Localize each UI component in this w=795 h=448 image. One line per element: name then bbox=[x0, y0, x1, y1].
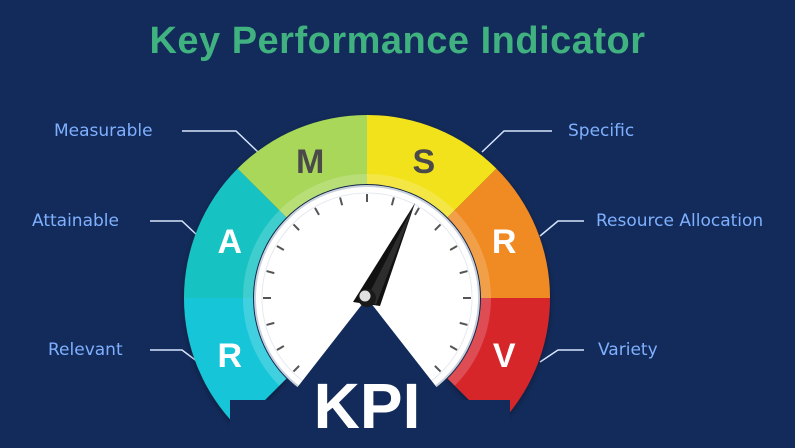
label-measurable: Measurable bbox=[54, 121, 153, 141]
segment-measurable bbox=[237, 115, 367, 218]
dial-ticks bbox=[263, 194, 471, 373]
tick-mark bbox=[449, 245, 458, 251]
tick-mark bbox=[459, 321, 468, 326]
letter-r-resource: R bbox=[492, 223, 517, 261]
leader-line-attainable bbox=[150, 220, 199, 237]
letter-s-specific: S bbox=[412, 143, 435, 181]
tick-mark bbox=[266, 270, 275, 275]
tick-mark bbox=[276, 345, 285, 351]
segment-variety bbox=[447, 298, 550, 428]
gauge-segments bbox=[184, 115, 550, 428]
leader-lines bbox=[150, 130, 584, 363]
label-relevant: Relevant bbox=[48, 340, 123, 360]
tick-mark bbox=[434, 223, 442, 231]
leader-line-relevant bbox=[150, 349, 199, 363]
tick-mark bbox=[434, 365, 442, 373]
letter-v-variety: V bbox=[493, 337, 516, 375]
tick-mark bbox=[459, 270, 468, 275]
tick-mark bbox=[449, 345, 458, 351]
segment-relevant bbox=[184, 298, 287, 428]
tick-mark bbox=[390, 197, 395, 206]
segment-highlight bbox=[279, 174, 367, 218]
segment-highlight bbox=[367, 174, 455, 218]
needle bbox=[353, 203, 415, 307]
tick-mark bbox=[339, 197, 344, 206]
segment-highlight bbox=[447, 210, 491, 298]
letter-r-relevant: R bbox=[218, 337, 243, 375]
tick-mark bbox=[266, 321, 275, 326]
segment-highlight bbox=[243, 210, 287, 298]
bottom-cutout-fill bbox=[230, 400, 510, 448]
kpi-label: KPI bbox=[314, 370, 421, 442]
segment-specific bbox=[367, 115, 497, 218]
letter-m-measurable: M bbox=[296, 143, 324, 181]
tick-mark bbox=[276, 245, 285, 251]
tick-mark bbox=[292, 365, 300, 373]
segment-resource-allocation bbox=[447, 168, 550, 298]
tick-mark bbox=[292, 223, 300, 231]
label-resource-allocation: Resource Allocation bbox=[596, 211, 764, 231]
letter-a-attainable: A bbox=[218, 223, 243, 261]
label-attainable: Attainable bbox=[32, 211, 119, 231]
leader-line-measurable bbox=[182, 130, 259, 153]
leader-line-variety bbox=[539, 349, 584, 363]
leader-line-specific bbox=[481, 130, 552, 153]
segment-highlight bbox=[243, 298, 287, 386]
tick-mark bbox=[314, 207, 320, 216]
label-variety: Variety bbox=[598, 340, 658, 360]
segment-attainable bbox=[184, 168, 287, 298]
segment-highlight bbox=[447, 298, 491, 386]
page-title: Key Performance Indicator bbox=[149, 20, 646, 62]
tick-mark bbox=[414, 207, 420, 216]
leader-line-resource-allocation bbox=[539, 220, 584, 237]
label-specific: Specific bbox=[568, 121, 635, 141]
